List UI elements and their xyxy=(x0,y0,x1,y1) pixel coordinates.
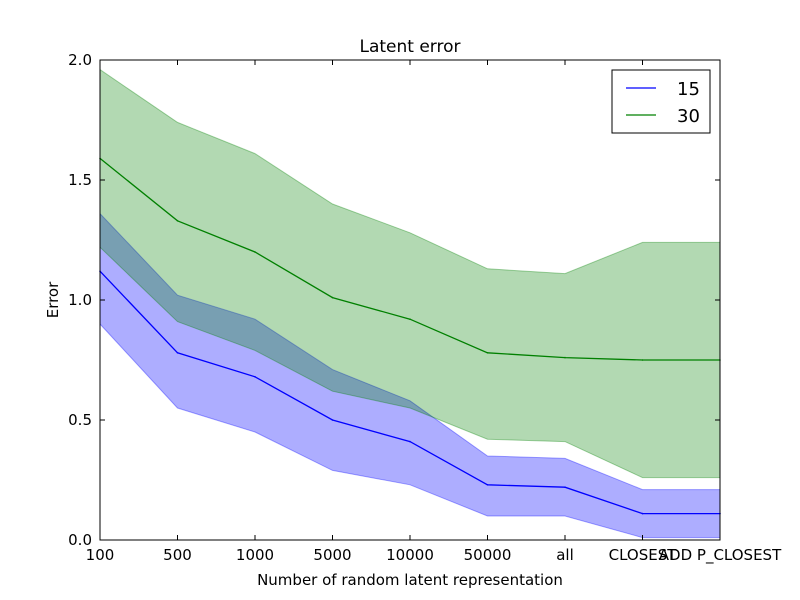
y-tick-label: 2.0 xyxy=(68,51,92,69)
y-tick-label: 0.5 xyxy=(68,411,92,429)
legend-box xyxy=(611,69,711,134)
x-tick-label: 500 xyxy=(163,546,192,564)
y-tick-label: 1.5 xyxy=(68,171,92,189)
data-point-30-3 xyxy=(331,296,334,299)
x-axis-label: Number of random latent representation xyxy=(257,571,563,589)
y-axis-label: Error xyxy=(44,281,62,318)
data-point-30-1 xyxy=(176,220,179,222)
data-point-15-5 xyxy=(486,484,489,486)
data-point-15-7 xyxy=(641,512,644,515)
data-point-30-2 xyxy=(254,251,256,253)
data-point-30-6 xyxy=(564,356,566,359)
legend-label-15: 15 xyxy=(677,79,700,100)
data-point-30-4 xyxy=(409,318,411,321)
data-point-15-3 xyxy=(331,419,334,421)
data-point-30-7 xyxy=(641,359,644,361)
data-point-15-4 xyxy=(409,440,411,443)
x-tick-label: 10000 xyxy=(386,546,434,564)
data-point-15-2 xyxy=(254,376,256,378)
x-tick-label: CLOSEST xyxy=(609,546,678,564)
x-tick-label: all xyxy=(556,546,574,564)
data-point-15-1 xyxy=(176,352,179,354)
x-tick-label: 5000 xyxy=(313,546,351,564)
y-tick-label: 0.0 xyxy=(68,531,92,549)
chart-title: Latent error xyxy=(359,37,460,57)
x-tick-label: 50000 xyxy=(464,546,512,564)
data-point-15-6 xyxy=(564,486,566,489)
data-point-30-5 xyxy=(486,352,489,354)
x-tick-label: 1000 xyxy=(236,546,274,564)
x-tick-label: 100 xyxy=(86,546,115,564)
x-tick-label: ADD P_CLOSEST xyxy=(659,546,782,565)
legend-label-30: 30 xyxy=(677,106,700,127)
y-tick-label: 1.0 xyxy=(68,291,92,309)
